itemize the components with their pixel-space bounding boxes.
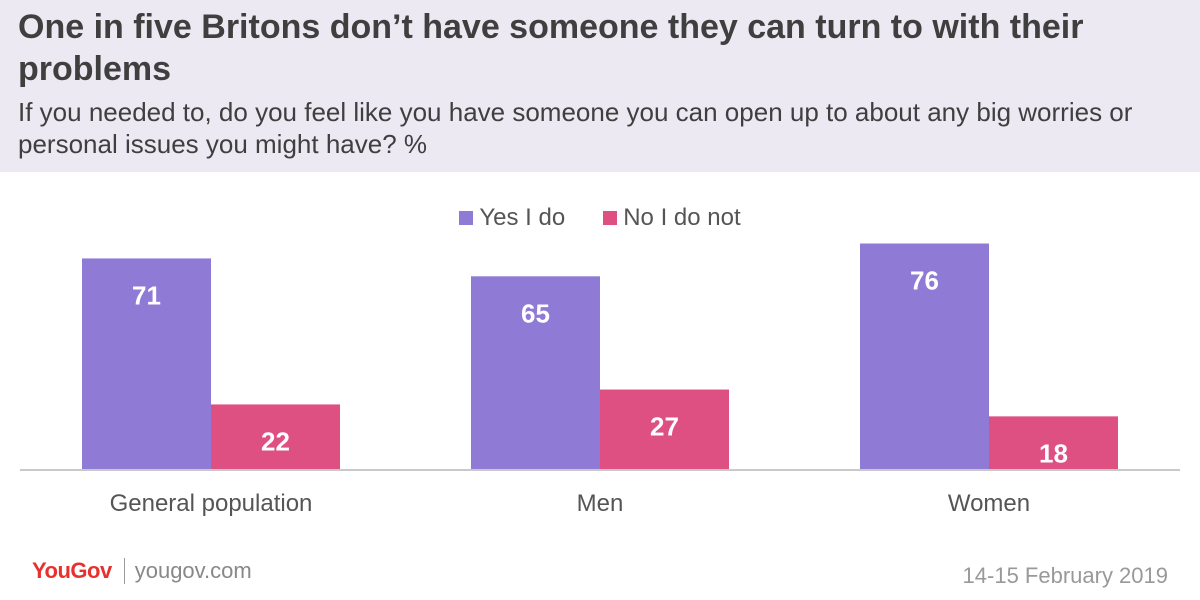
- bar-no-2: [989, 416, 1118, 470]
- data-label-no-1: 27: [650, 412, 679, 442]
- bar-yes-1: [471, 276, 600, 470]
- legend-label-no: No I do not: [623, 204, 741, 231]
- yougov-logo: YouGov: [32, 558, 112, 583]
- bar-no-1: [600, 389, 729, 470]
- category-label-2: Women: [948, 490, 1030, 517]
- legend: Yes I do No I do not: [0, 204, 1200, 232]
- category-label-0: General population: [110, 490, 313, 517]
- data-label-yes-2: 76: [910, 266, 939, 296]
- header-banner: One in five Britons don’t have someone t…: [0, 0, 1200, 172]
- footer-site: yougov.com: [134, 558, 252, 583]
- bar-yes-0: [82, 258, 211, 470]
- footer-divider: [123, 558, 125, 584]
- footer-date: 14-15 February 2019: [962, 563, 1168, 588]
- data-label-no-0: 22: [261, 426, 290, 456]
- legend-item-yes: Yes I do: [459, 204, 565, 232]
- chart-subtitle: If you needed to, do you feel like you h…: [18, 97, 1133, 159]
- data-label-yes-0: 71: [132, 280, 161, 310]
- bar-yes-2: [860, 243, 989, 470]
- bar-no-0: [211, 404, 340, 470]
- chart-title: One in five Britons don’t have someone t…: [18, 8, 1084, 88]
- footer-branding: YouGov yougov.com: [32, 558, 252, 584]
- legend-swatch-yes: [459, 211, 474, 225]
- legend-item-no: No I do not: [603, 204, 741, 232]
- data-label-no-2: 18: [1039, 438, 1068, 468]
- legend-label-yes: Yes I do: [479, 204, 566, 231]
- data-label-yes-1: 65: [521, 298, 550, 328]
- legend-swatch-no: [603, 211, 618, 225]
- category-label-1: Men: [577, 490, 624, 517]
